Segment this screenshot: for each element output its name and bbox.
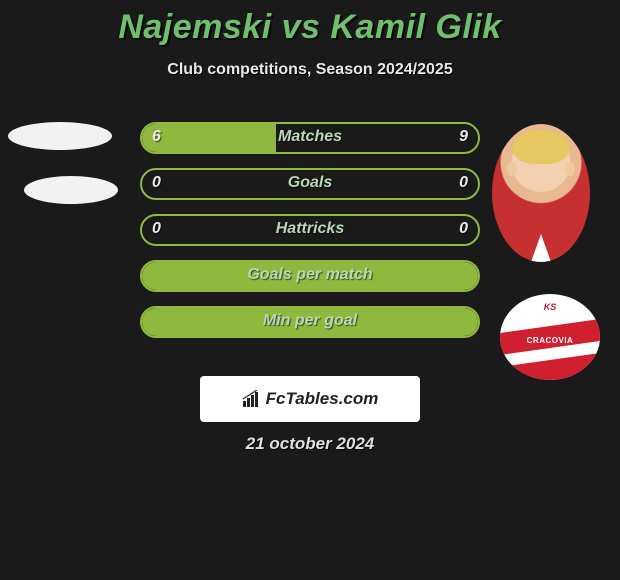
stat-row: Hattricks00 (0, 214, 620, 246)
stat-pill (140, 306, 480, 338)
stat-value-left: 6 (152, 122, 161, 154)
date: 21 october 2024 (0, 434, 620, 454)
stat-row: Min per goal (0, 306, 620, 338)
stat-value-left: 0 (152, 214, 161, 246)
stat-pill (140, 214, 480, 246)
stat-row: Matches69 (0, 122, 620, 154)
page-title: Najemski vs Kamil Glik (0, 0, 620, 47)
stat-pill (140, 168, 480, 200)
stat-pill (140, 122, 480, 154)
watermark: FcTables.com (200, 376, 420, 422)
subtitle: Club competitions, Season 2024/2025 (0, 61, 620, 79)
stats-list: Matches69Goals00Hattricks00Goals per mat… (0, 122, 620, 352)
stat-value-left: 0 (152, 168, 161, 200)
stat-value-right: 0 (459, 168, 468, 200)
stat-row: Goals00 (0, 168, 620, 200)
stat-value-right: 0 (459, 214, 468, 246)
stat-row: Goals per match (0, 260, 620, 292)
stat-value-right: 9 (459, 122, 468, 154)
bar-chart-icon (242, 390, 262, 408)
stat-pill (140, 260, 480, 292)
watermark-text: FcTables.com (266, 389, 379, 409)
